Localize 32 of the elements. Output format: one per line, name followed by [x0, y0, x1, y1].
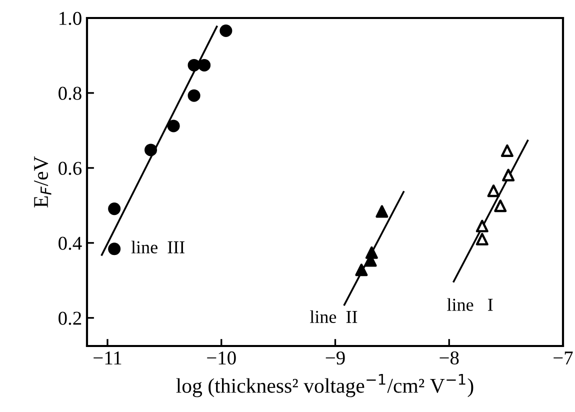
point: [376, 205, 388, 218]
x-tick-label: −9: [326, 351, 345, 365]
point: [188, 58, 200, 72]
y-tick-label: 0.6: [58, 162, 82, 175]
point: [108, 242, 121, 256]
point: [487, 184, 500, 198]
point: [144, 144, 158, 156]
point: [476, 232, 488, 246]
point: [220, 24, 232, 38]
point: [167, 120, 180, 132]
point: [365, 246, 378, 259]
point: [502, 168, 515, 182]
point: [198, 58, 211, 72]
point: [108, 202, 121, 216]
point: [355, 264, 368, 276]
x-tick-label: −10: [207, 351, 236, 365]
point: [494, 200, 507, 212]
point: [500, 144, 514, 157]
y-tick-label: 0.4: [58, 236, 82, 250]
annotation: line III: [131, 240, 184, 254]
y-axis-title: E$_{F}$/eV: [34, 156, 52, 208]
point: [188, 89, 200, 102]
x-tick-label: −8: [440, 351, 459, 365]
point: [476, 220, 488, 232]
y-tick-label: 0.8: [58, 86, 82, 100]
annotation: line II: [310, 310, 358, 324]
y-tick-label: 1.0: [60, 12, 82, 26]
x-tick-label: −11: [94, 352, 122, 364]
x-tick-label: −7: [554, 352, 573, 364]
annotation: line I: [447, 298, 493, 311]
y-tick-label: 0.2: [58, 312, 82, 325]
x-axis-title: log (thickness² voltage$^{−1}$/cm² V$^{−1}$): [176, 374, 474, 398]
